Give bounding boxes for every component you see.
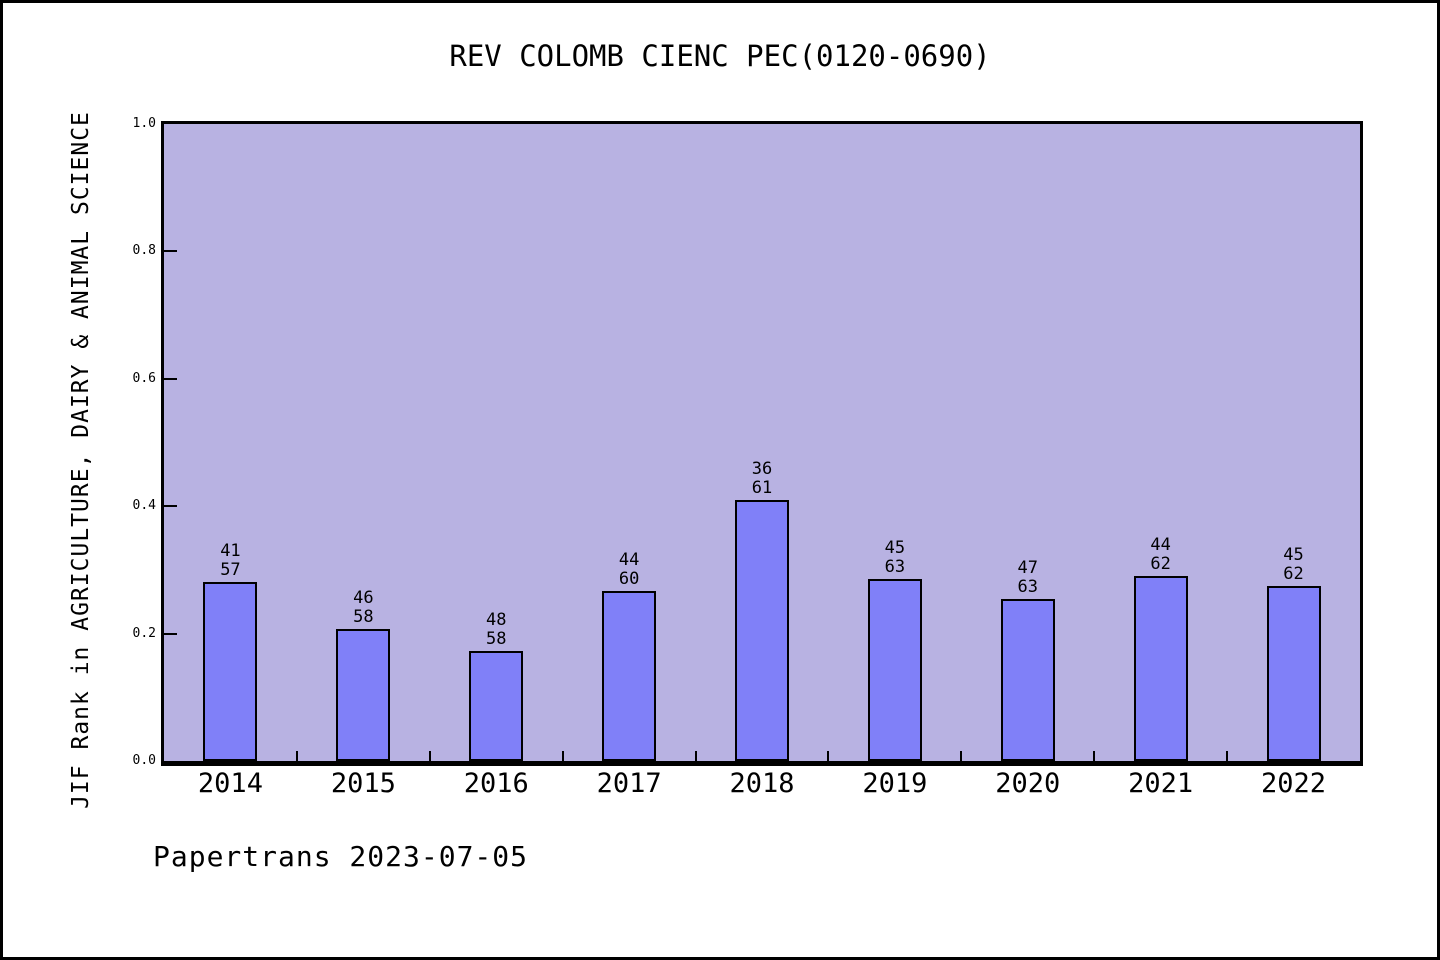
bar-2016 [469, 651, 524, 761]
bar-value-label: 45 62 [1244, 546, 1344, 584]
x-tick-label-2022: 2022 [1261, 768, 1327, 799]
chart-title: REV COLOMB CIENC PEC(0120-0690) [449, 39, 991, 73]
bar-2020 [1000, 599, 1055, 761]
bar-value-rank: 48 [485, 610, 507, 630]
y-tick-label-0.0: 0.0 [132, 753, 156, 768]
x-tick-label-2018: 2018 [729, 768, 795, 799]
plot-inner: 41 57 46 58 48 58 44 60 36 61 45 63 47 63 44 62 45 62 [164, 124, 1360, 761]
bar-value-label: 44 60 [579, 551, 679, 589]
y-tick-label-0.6: 0.6 [132, 370, 156, 386]
x-tick-mark [1226, 751, 1229, 761]
bar-value-label: 47 63 [978, 559, 1078, 597]
bar-2017 [602, 591, 657, 761]
y-tick-label-0.4: 0.4 [132, 498, 156, 514]
watermark-text: Papertrans 2023-07-05 [153, 840, 529, 873]
bar-value-label: 41 57 [180, 542, 280, 580]
bar-value-total: 58 [353, 607, 374, 627]
bar-2015 [336, 629, 391, 761]
x-tick-label-2015: 2015 [330, 768, 396, 799]
x-tick-label-2019: 2019 [862, 768, 928, 799]
bar-value-label: 36 61 [712, 460, 812, 498]
y-tick-mark [164, 632, 177, 635]
bar-2022 [1266, 586, 1321, 761]
bar-value-total: 57 [220, 560, 241, 580]
x-tick-mark [1093, 751, 1096, 761]
y-tick-label-0.8: 0.8 [132, 243, 156, 259]
bar-value-rank: 44 [618, 550, 640, 570]
plot-area: 41 57 46 58 48 58 44 60 36 61 45 63 47 63 44 62 45 62 [161, 121, 1363, 766]
bar-value-label: 48 58 [446, 611, 546, 649]
x-tick-mark [428, 751, 431, 761]
x-tick-mark [561, 751, 564, 761]
y-tick-mark [164, 250, 177, 253]
y-tick-mark [164, 505, 177, 508]
x-tick-mark [960, 751, 963, 761]
bar-value-total: 62 [1283, 564, 1304, 584]
bar-value-label: 45 63 [845, 539, 945, 577]
bar-value-rank: 47 [1017, 558, 1038, 578]
bar-2019 [867, 579, 922, 761]
y-tick-mark [164, 377, 177, 380]
bar-2014 [203, 582, 258, 761]
bar-2018 [735, 500, 789, 761]
x-tick-label-2017: 2017 [596, 768, 662, 799]
bar-value-rank: 45 [884, 538, 906, 558]
y-tick-label-0.2: 0.2 [132, 625, 156, 641]
x-tick-label-2021: 2021 [1128, 768, 1194, 799]
bar-value-rank: 45 [1283, 545, 1304, 565]
bar-value-total: 58 [485, 629, 507, 649]
x-tick-label-2016: 2016 [463, 768, 529, 799]
bar-value-total: 61 [751, 478, 773, 498]
x-tick-label-2014: 2014 [197, 768, 263, 799]
bar-value-total: 63 [884, 557, 906, 577]
x-tick-label-2020: 2020 [995, 768, 1061, 799]
x-tick-mark [694, 751, 697, 761]
bar-value-label: 46 58 [313, 589, 413, 627]
bar-value-rank: 36 [751, 459, 773, 479]
bar-value-total: 62 [1150, 554, 1171, 574]
y-tick-label-1.0: 1.0 [132, 116, 156, 131]
bar-value-rank: 41 [220, 541, 241, 561]
bar-2021 [1133, 576, 1188, 761]
x-tick-mark [827, 751, 830, 761]
bar-value-rank: 46 [353, 588, 374, 608]
bar-value-label: 44 62 [1111, 536, 1211, 574]
y-axis-label: JIF Rank in AGRICULTURE, DAIRY & ANIMAL … [68, 111, 94, 809]
bar-value-total: 60 [618, 569, 640, 589]
bar-value-total: 63 [1017, 577, 1038, 597]
bar-value-rank: 44 [1150, 535, 1171, 555]
x-tick-mark [295, 751, 298, 761]
